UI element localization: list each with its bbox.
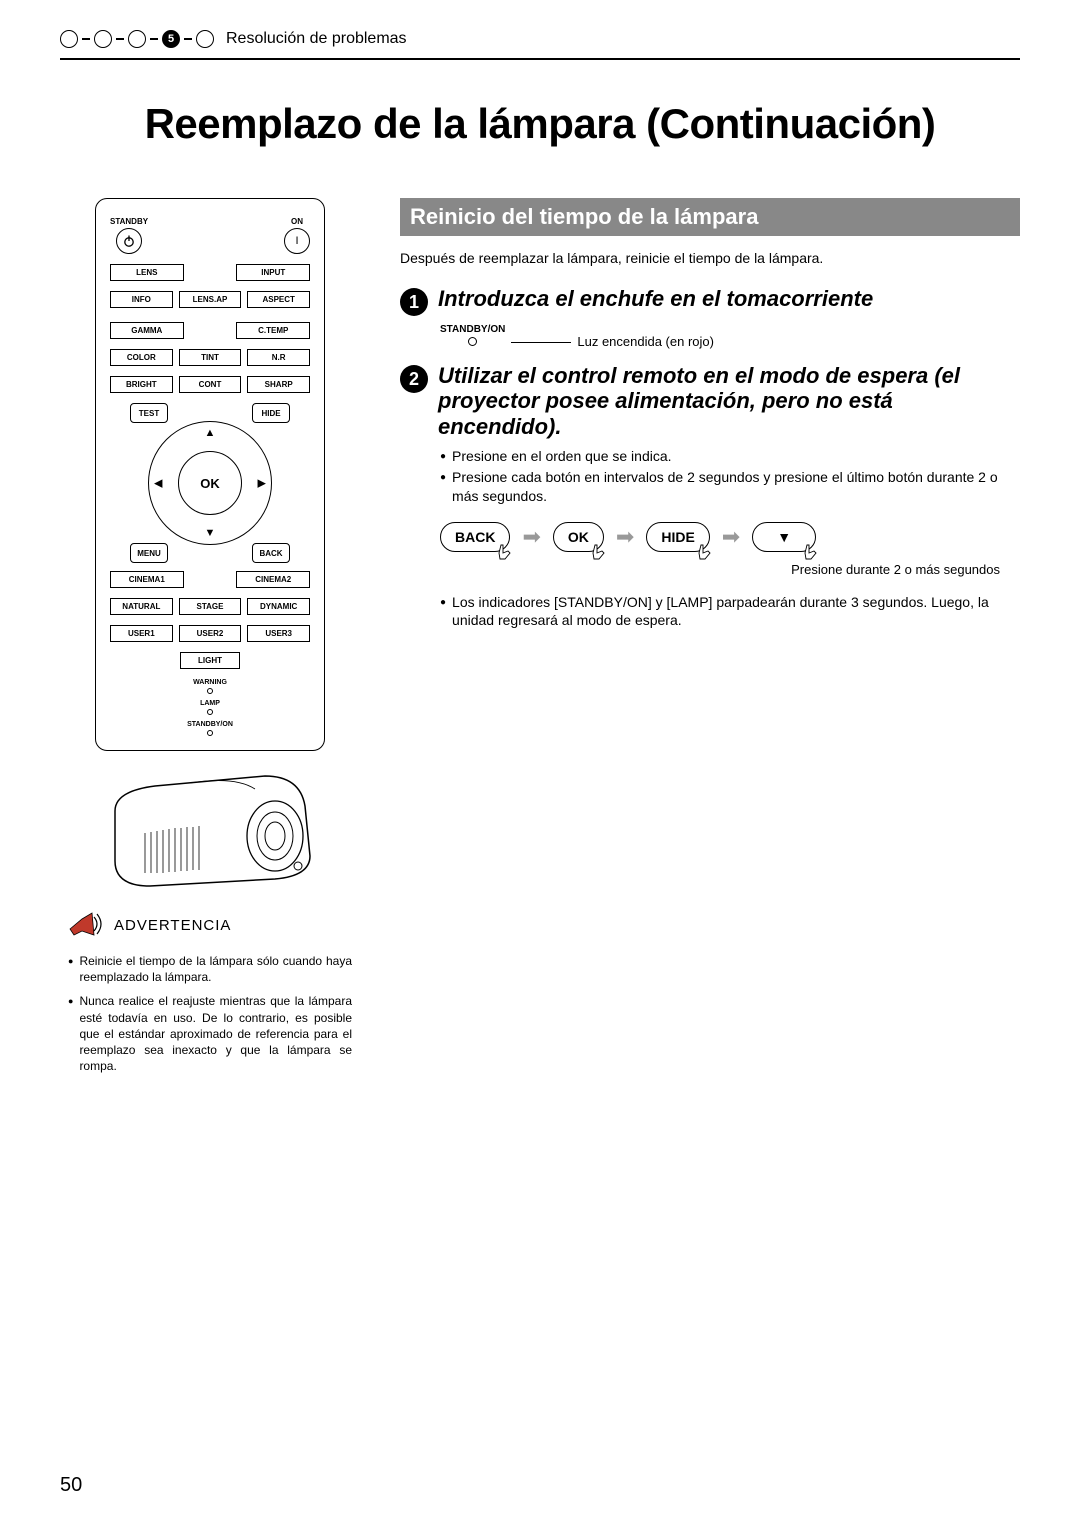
seq-back-button: BACK — [440, 522, 510, 552]
led-caption: Luz encendida (en rojo) — [577, 334, 714, 349]
page-body: STANDBY ON I LENS INPUT INFO LENS.AP AS — [60, 198, 1020, 1082]
warning-indicator: WARNING — [110, 679, 310, 694]
page-title: Reemplazo de la lámpara (Continuación) — [60, 100, 1020, 148]
header-step-circle — [94, 30, 112, 48]
led-icon — [468, 337, 477, 346]
step-2-bullet: Presione en el orden que se indica. — [440, 447, 1020, 466]
arrow-icon: ➡ — [522, 524, 540, 550]
remote-control-diagram: STANDBY ON I LENS INPUT INFO LENS.AP AS — [95, 198, 325, 751]
arrow-icon: ➡ — [616, 524, 634, 550]
header-dash — [82, 38, 90, 40]
breadcrumb-text: Resolución de problemas — [226, 30, 407, 48]
header-step-current: 5 — [162, 30, 180, 48]
ctemp-button[interactable]: C.TEMP — [236, 322, 310, 339]
step-2-title: Utilizar el control remoto en el modo de… — [438, 363, 1020, 439]
on-label: ON — [291, 217, 303, 226]
power-icon — [122, 234, 136, 248]
seq-ok-button: OK — [553, 522, 604, 552]
aspect-button[interactable]: ASPECT — [247, 291, 310, 308]
step-2-bullet: Presione cada botón en intervalos de 2 s… — [440, 468, 1020, 506]
step-1-title: Introduzca el enchufe en el tomacorrient… — [438, 286, 873, 311]
connector-line — [511, 342, 571, 343]
hand-icon — [801, 543, 823, 565]
cinema1-button[interactable]: CINEMA1 — [110, 571, 184, 588]
ok-button[interactable]: OK — [178, 451, 242, 515]
header-dash — [116, 38, 124, 40]
menu-button[interactable]: MENU — [130, 543, 168, 563]
header-step-circle — [60, 30, 78, 48]
standbyon-label: STANDBY/ON — [440, 324, 505, 335]
input-button[interactable]: INPUT — [236, 264, 310, 281]
hide-button[interactable]: HIDE — [252, 403, 290, 423]
seq-down-button: ▼ — [752, 522, 816, 552]
dpad-down-icon[interactable]: ▼ — [205, 527, 216, 539]
right-column: Reinicio del tiempo de la lámpara Despué… — [400, 198, 1020, 646]
arrow-icon: ➡ — [722, 524, 740, 550]
test-button[interactable]: TEST — [130, 403, 168, 423]
header-step-circle — [128, 30, 146, 48]
standbyon-indicator: STANDBY/ON — [110, 721, 310, 736]
nr-button[interactable]: N.R — [247, 349, 310, 366]
header-step-circle — [196, 30, 214, 48]
dynamic-button[interactable]: DYNAMIC — [247, 598, 310, 615]
megaphone-icon — [64, 907, 104, 943]
lensap-button[interactable]: LENS.AP — [179, 291, 242, 308]
seq-hide-button: HIDE — [646, 522, 709, 552]
dpad-left-icon[interactable]: ◀ — [154, 477, 162, 490]
light-button[interactable]: LIGHT — [180, 652, 240, 669]
section-heading: Reinicio del tiempo de la lámpara — [400, 198, 1020, 236]
step-number-badge: 2 — [400, 365, 428, 393]
tint-button[interactable]: TINT — [179, 349, 242, 366]
dpad-up-icon[interactable]: ▲ — [205, 427, 216, 439]
gamma-button[interactable]: GAMMA — [110, 322, 184, 339]
lens-button[interactable]: LENS — [110, 264, 184, 281]
user1-button[interactable]: USER1 — [110, 625, 173, 642]
step-number-badge: 1 — [400, 288, 428, 316]
page-number: 50 — [60, 1474, 82, 1497]
warning-bullet: Nunca realice el reajuste mientras que l… — [68, 993, 352, 1074]
hand-icon — [589, 543, 611, 565]
section-intro: Después de reemplazar la lámpara, reinic… — [400, 250, 1020, 266]
warning-heading: ADVERTENCIA — [64, 907, 360, 943]
bright-button[interactable]: BRIGHT — [110, 376, 173, 393]
hand-icon — [695, 543, 717, 565]
step-1: 1 Introduzca el enchufe en el tomacorrie… — [400, 286, 1020, 316]
stage-button[interactable]: STAGE — [179, 598, 242, 615]
step-2: 2 Utilizar el control remoto en el modo … — [400, 363, 1020, 439]
step-2-result-bullet: Los indicadores [STANDBY/ON] y [LAMP] pa… — [440, 593, 1020, 631]
button-sequence: BACK ➡ OK ➡ HIDE ➡ ▼ — [440, 522, 1020, 552]
info-button[interactable]: INFO — [110, 291, 173, 308]
user2-button[interactable]: USER2 — [179, 625, 242, 642]
user3-button[interactable]: USER3 — [247, 625, 310, 642]
sharp-button[interactable]: SHARP — [247, 376, 310, 393]
header-breadcrumb: 5 Resolución de problemas — [60, 30, 1020, 48]
hand-icon — [495, 543, 517, 565]
header-dash — [184, 38, 192, 40]
projector-illustration — [95, 761, 325, 891]
back-button[interactable]: BACK — [252, 543, 290, 563]
lamp-indicator: LAMP — [110, 700, 310, 715]
color-button[interactable]: COLOR — [110, 349, 173, 366]
warning-label: ADVERTENCIA — [114, 917, 231, 934]
dpad-right-icon[interactable]: ▶ — [258, 477, 266, 490]
header-rule — [60, 58, 1020, 60]
step-2-bullets: Presione en el orden que se indica. Pres… — [440, 447, 1020, 506]
dpad: TEST HIDE MENU BACK OK ▲ ▼ ◀ ▶ — [130, 403, 290, 563]
step-1-indicator: STANDBY/ON Luz encendida (en rojo) — [440, 324, 1020, 349]
step-2-result: Los indicadores [STANDBY/ON] y [LAMP] pa… — [440, 593, 1020, 631]
standby-button[interactable] — [116, 228, 142, 254]
left-column: STANDBY ON I LENS INPUT INFO LENS.AP AS — [60, 198, 360, 1082]
cinema2-button[interactable]: CINEMA2 — [236, 571, 310, 588]
warning-bullets: Reinicie el tiempo de la lámpara sólo cu… — [60, 953, 360, 1074]
cont-button[interactable]: CONT — [179, 376, 242, 393]
on-button[interactable]: I — [284, 228, 310, 254]
warning-bullet: Reinicie el tiempo de la lámpara sólo cu… — [68, 953, 352, 985]
standby-label: STANDBY — [110, 217, 148, 226]
header-dash — [150, 38, 158, 40]
natural-button[interactable]: NATURAL — [110, 598, 173, 615]
